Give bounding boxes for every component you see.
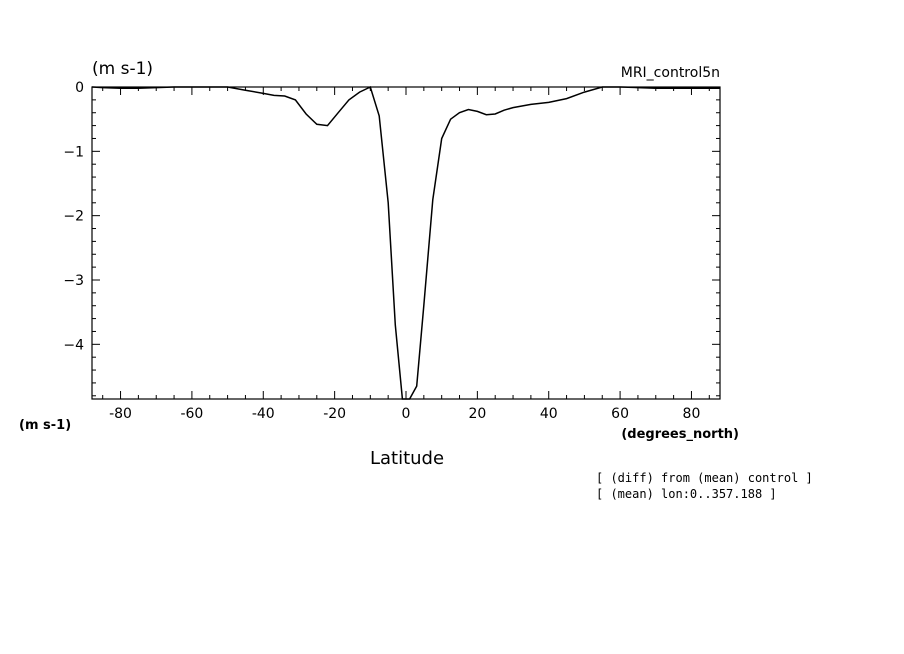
x-tick-label: 40: [540, 406, 558, 422]
x-axis-title: Latitude: [370, 448, 444, 469]
plot-frame: [91, 86, 721, 400]
x-tick-label: -20: [323, 406, 346, 422]
dataset-label: MRI_control5n: [621, 65, 720, 81]
y-tick-label: 0: [75, 80, 84, 96]
y-tick-label: −2: [63, 209, 84, 225]
axis-ticks: [92, 86, 720, 399]
x-tick-label: 80: [683, 406, 701, 422]
x-axis-units: (degrees_north): [621, 427, 739, 442]
x-tick-label: 20: [468, 406, 486, 422]
axis-tick-labels: -80 -60 -40 -20 0 20 40 60 80 0 −1 −2 −3 −4: [63, 80, 700, 422]
y-tick-label: −1: [63, 144, 84, 160]
x-tick-label: -80: [109, 406, 132, 422]
chart-title-units: (m s-1): [92, 59, 153, 79]
x-tick-label: 0: [402, 406, 411, 422]
x-tick-label: -60: [180, 406, 203, 422]
y-tick-label: −3: [63, 273, 84, 289]
note-line-1: [ (diff) from (mean) control ]: [596, 471, 813, 485]
y-axis-units: (m s-1): [19, 418, 71, 433]
x-tick-label: -40: [252, 406, 275, 422]
y-tick-label: −4: [63, 337, 84, 353]
x-tick-label: 60: [611, 406, 629, 422]
note-line-2: [ (mean) lon:0..357.188 ]: [596, 487, 777, 501]
